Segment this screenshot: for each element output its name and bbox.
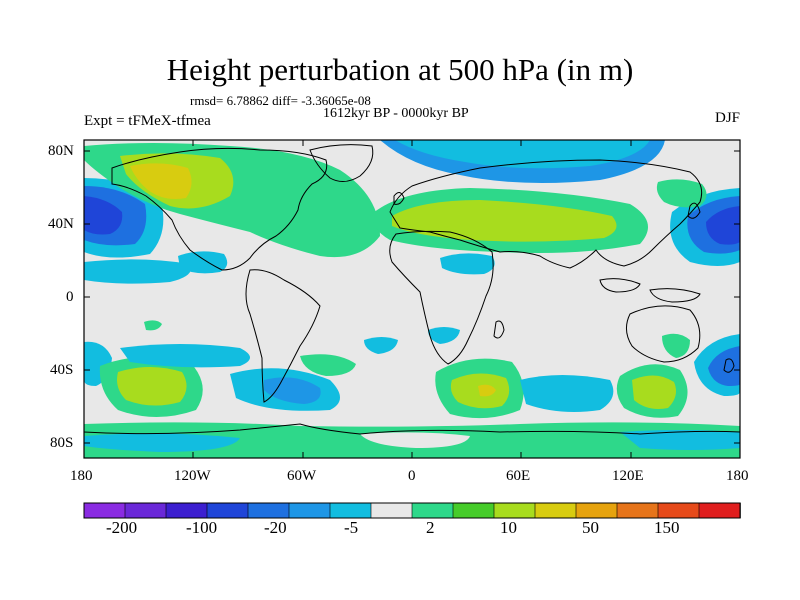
colorbar-swatch [493,502,536,519]
lon-label-120e: 120E [612,468,644,484]
madagascar-coast [493,320,505,339]
colorbar-swatch [657,502,700,519]
colorbar-swatch [165,502,208,519]
equatorial-pacific-spot [144,320,162,331]
south-pacific-low-east-core [708,346,740,386]
colorbar-swatch [616,502,659,519]
japan-coast [687,202,701,219]
north-america-coast [111,147,328,271]
south-indian-high-core [478,384,496,397]
east-asia-high [656,179,707,208]
colorbar-swatch [411,502,454,519]
arctic-eurasia-low-core [395,140,650,169]
north-pacific-low-east-core [706,206,740,245]
colorbar [83,502,741,519]
colorbar-label: -100 [186,518,218,537]
eurasia-high-mid [392,200,617,242]
south-america-coast [245,269,321,403]
antarctic-neutral-gap [360,432,470,448]
lat-label-40n: 40N [48,216,74,232]
lon-label-60e: 60E [506,468,531,484]
contour-field [84,140,740,458]
colorbar-label: 150 [654,518,680,537]
axis-ticks [84,140,740,458]
south-america-low-core [264,377,321,404]
colorbar-swatch [698,502,741,519]
antarctica-coast [84,423,740,435]
lon-label-0: 0 [408,468,416,484]
antarctic-low-east [620,430,740,450]
north-pacific-low-west-core [84,196,123,235]
lon-label-180w: 180 [70,468,93,484]
south-atlantic-low-spot [364,337,398,354]
australia-high-spot [662,333,690,358]
colorbar-swatch [247,502,290,519]
lon-label-180e: 180 [726,468,749,484]
colorbar-label: 2 [426,518,435,537]
colorbar-swatch [83,502,126,519]
statistics-text: rmsd= 6.78862 diff= -3.36065e-08 [190,93,371,108]
colorbar-swatch [329,502,372,519]
south-indian-low [520,375,614,412]
south-atlantic-high-spot [300,354,356,376]
south-pacific-low-band [120,344,250,368]
tropical-pacific-low [84,259,192,284]
north-atlantic-high-core [130,163,192,199]
lon-label-120w: 120W [174,468,211,484]
colorbar-swatch [370,502,413,519]
antarctic-low-west [84,433,240,452]
lon-label-60w: 60W [287,468,317,484]
colorbar-swatch [288,502,331,519]
africa-low-spot [428,327,460,344]
colorbar-label: -20 [264,518,287,537]
uk-coast [393,192,405,205]
experiment-label: Expt = tFMeX-tfmea [84,113,211,129]
colorbar-label: -200 [106,518,138,537]
australia-coast [626,305,701,363]
colorbar-swatch [575,502,618,519]
map-title: Height perturbation at 500 hPa (in m) [166,52,634,87]
colorbar-swatch [124,502,167,519]
lat-label-80s: 80S [50,435,74,451]
lat-label-80n: 80N [48,143,74,159]
lat-label-40s: 40S [50,362,74,378]
colorbar-swatch [206,502,249,519]
colorbar-frame [83,502,741,519]
greenland-coast [309,144,374,182]
north-africa-low [440,253,495,275]
colorbar-swatch [452,502,495,519]
lat-label-0: 0 [66,289,74,305]
indonesia-coast [599,278,641,293]
season-label: DJF [714,110,740,126]
period-text: 1612kyr BP - 0000kyr BP [323,106,469,121]
new-zealand-coast [723,358,735,373]
new-guinea-coast [649,288,701,303]
colorbar-label: 10 [500,518,517,537]
eurasia-coast [389,159,703,269]
africa-coast [389,230,494,365]
colorbar-label: -5 [344,518,359,537]
colorbar-swatch [534,502,577,519]
coastlines [84,144,740,435]
south-pacific-high-core [117,367,187,406]
australia-south-high-core [632,375,676,409]
colorbar-label: 50 [582,518,599,537]
